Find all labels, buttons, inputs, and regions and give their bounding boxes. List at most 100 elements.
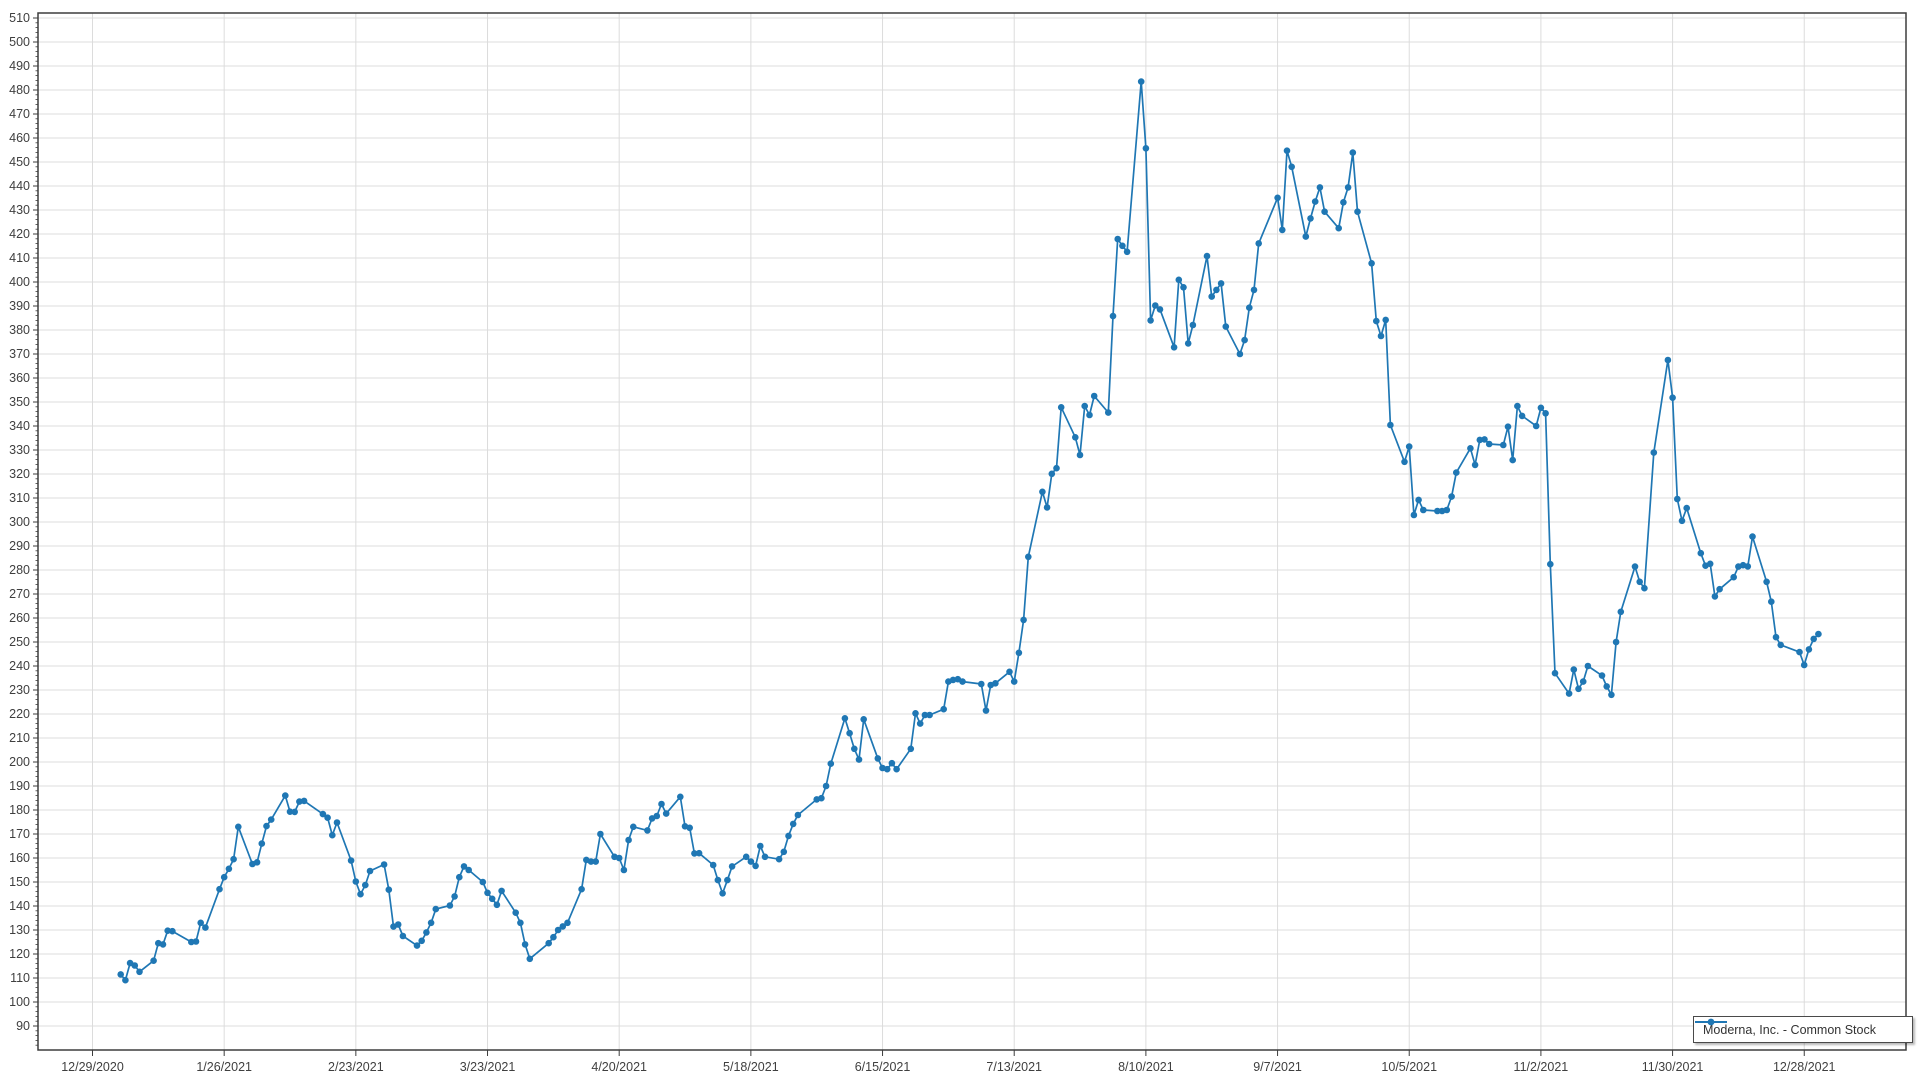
data-point-marker bbox=[362, 881, 369, 889]
data-point-marker bbox=[1236, 350, 1244, 358]
data-point-marker bbox=[1542, 410, 1549, 417]
data-point-marker bbox=[926, 711, 933, 719]
data-point-marker bbox=[399, 932, 407, 940]
data-point-marker bbox=[192, 938, 200, 945]
data-point-marker bbox=[122, 976, 129, 984]
data-point-marker bbox=[592, 858, 599, 865]
data-point-marker bbox=[728, 863, 736, 870]
y-axis-label: 360 bbox=[9, 371, 30, 385]
data-point-marker bbox=[978, 680, 985, 688]
data-point-marker bbox=[1025, 553, 1032, 561]
x-axis-label: 3/23/2021 bbox=[460, 1060, 516, 1074]
data-point-marker bbox=[1650, 449, 1658, 456]
data-point-marker bbox=[1137, 78, 1145, 85]
data-point-marker bbox=[1547, 560, 1554, 568]
data-point-marker bbox=[1316, 184, 1324, 191]
data-point-marker bbox=[1669, 394, 1676, 402]
data-point-marker bbox=[1636, 578, 1643, 586]
data-point-marker bbox=[578, 885, 585, 893]
data-point-marker bbox=[493, 901, 501, 909]
data-point-marker bbox=[719, 890, 726, 897]
data-point-marker bbox=[662, 810, 670, 817]
data-point-marker bbox=[488, 895, 496, 903]
data-point-marker bbox=[1678, 517, 1686, 525]
data-point-marker bbox=[169, 927, 176, 935]
y-axis-label: 240 bbox=[9, 659, 30, 673]
data-point-marker bbox=[1081, 402, 1088, 410]
data-point-marker bbox=[1565, 690, 1573, 697]
data-point-marker bbox=[1810, 635, 1817, 643]
data-point-marker bbox=[691, 850, 698, 857]
data-point-marker bbox=[1156, 306, 1164, 313]
data-point-marker bbox=[1763, 578, 1770, 586]
y-axis-label: 150 bbox=[9, 875, 30, 889]
data-point-marker bbox=[1180, 284, 1187, 291]
data-point-marker bbox=[333, 819, 341, 826]
data-point-marker bbox=[893, 765, 900, 773]
legend[interactable]: Moderna, Inc. - Common Stock bbox=[1693, 1016, 1913, 1043]
data-point-marker bbox=[1420, 506, 1427, 514]
plot-border bbox=[37, 12, 1907, 1051]
data-point-marker bbox=[1105, 409, 1112, 416]
data-point-marker bbox=[1800, 661, 1808, 669]
data-point-marker bbox=[677, 793, 684, 801]
data-point-marker bbox=[794, 811, 802, 819]
data-point-marker bbox=[1274, 194, 1281, 202]
data-point-marker bbox=[465, 866, 473, 874]
data-point-marker bbox=[625, 836, 632, 844]
data-point-marker bbox=[597, 830, 604, 838]
x-axis-label: 6/15/2021 bbox=[855, 1060, 911, 1074]
data-point-marker bbox=[1208, 293, 1215, 300]
data-point-marker bbox=[907, 745, 915, 753]
data-point-marker bbox=[1184, 340, 1192, 347]
data-point-marker bbox=[1471, 461, 1479, 469]
y-axis-label: 270 bbox=[9, 587, 30, 601]
y-axis-label: 380 bbox=[9, 323, 30, 337]
data-point-marker bbox=[822, 782, 830, 790]
data-point-marker bbox=[789, 820, 797, 828]
data-point-marker bbox=[709, 861, 717, 869]
data-point-marker bbox=[785, 832, 792, 840]
x-axis-label: 1/26/2021 bbox=[196, 1060, 252, 1074]
data-point-marker bbox=[1189, 321, 1197, 329]
data-point-marker bbox=[1175, 276, 1183, 284]
data-point-marker bbox=[1575, 685, 1582, 693]
y-axis-label: 280 bbox=[9, 563, 30, 577]
data-point-marker bbox=[1142, 145, 1150, 152]
data-point-marker bbox=[1518, 412, 1526, 420]
data-point-marker bbox=[1015, 649, 1023, 657]
data-point-marker bbox=[686, 824, 693, 832]
data-point-marker bbox=[982, 707, 990, 714]
data-point-marker bbox=[427, 919, 435, 927]
data-point-marker bbox=[1368, 260, 1375, 267]
data-point-marker bbox=[394, 921, 402, 928]
price-line bbox=[119, 80, 1820, 982]
data-point-marker bbox=[1311, 198, 1319, 205]
data-point-marker bbox=[1119, 242, 1126, 250]
data-point-marker bbox=[724, 876, 731, 884]
data-point-marker bbox=[1500, 441, 1507, 449]
data-point-marker bbox=[761, 853, 769, 861]
data-point-marker bbox=[1514, 402, 1521, 410]
data-point-marker bbox=[916, 720, 924, 727]
data-point-marker bbox=[554, 926, 562, 934]
data-point-marker bbox=[1481, 436, 1488, 443]
data-point-marker bbox=[775, 855, 783, 863]
data-point-marker bbox=[818, 794, 825, 802]
data-point-marker bbox=[1222, 323, 1230, 330]
data-point-marker bbox=[1373, 317, 1380, 325]
y-axis-label: 200 bbox=[9, 755, 30, 769]
data-point-marker bbox=[747, 858, 755, 865]
data-point-marker bbox=[1410, 511, 1418, 519]
x-axis-label: 7/13/2021 bbox=[986, 1060, 1042, 1074]
data-point-marker bbox=[159, 941, 167, 948]
x-axis-label: 10/5/2021 bbox=[1381, 1060, 1437, 1074]
x-axis-label: 12/29/2020 bbox=[61, 1060, 124, 1074]
data-point-marker bbox=[564, 919, 571, 927]
y-axis-label: 250 bbox=[9, 635, 30, 649]
data-point-marker bbox=[286, 808, 294, 815]
data-point-marker bbox=[352, 878, 360, 885]
data-point-marker bbox=[423, 929, 430, 936]
data-point-marker bbox=[131, 962, 139, 969]
y-axis-label: 450 bbox=[9, 155, 30, 169]
